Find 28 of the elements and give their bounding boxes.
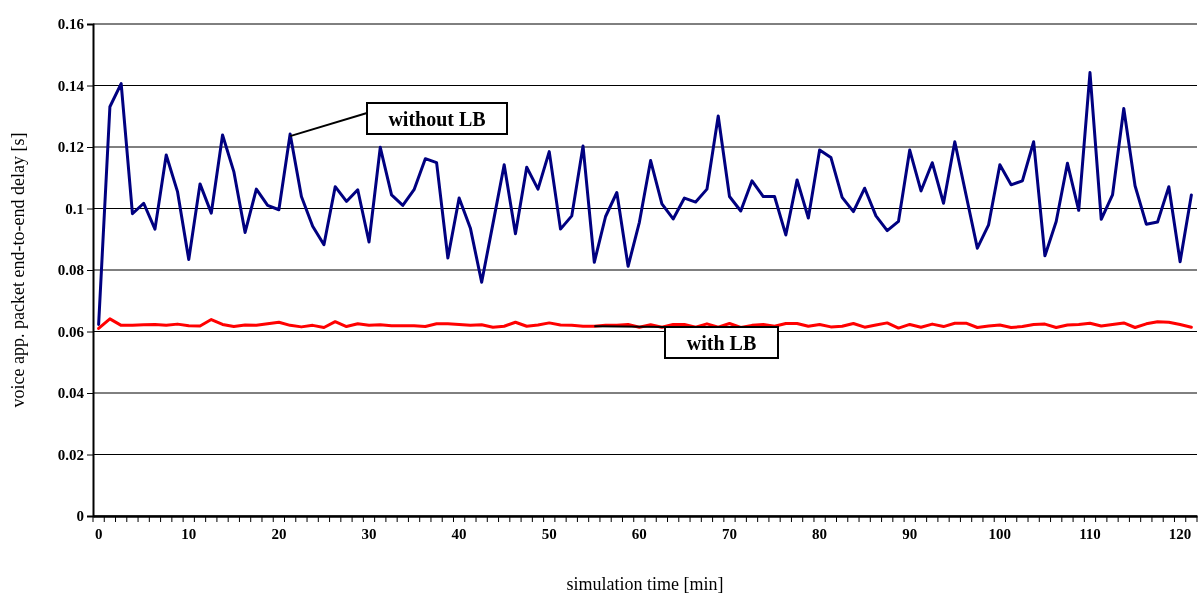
x-tick-label: 120 (1168, 525, 1192, 542)
y-tick-label: 0.14 (57, 77, 85, 94)
series-label: with LB (686, 332, 757, 354)
y-tick-label: 0 (76, 508, 84, 525)
x-tick-label: 80 (812, 525, 828, 542)
y-tick-label: 0.08 (57, 262, 84, 279)
x-tick-label: 10 (181, 525, 197, 542)
x-tick-label: 40 (451, 525, 467, 542)
x-axis-title: simulation time [min] (566, 574, 724, 594)
x-tick-label: 90 (902, 525, 918, 542)
y-tick-label: 0.02 (57, 446, 84, 463)
y-axis-title: voice app. packet end-to-end delay [s] (8, 132, 28, 408)
y-tick-label: 0.12 (57, 139, 84, 156)
x-tick-label: 110 (1079, 525, 1101, 542)
x-tick-label: 20 (271, 525, 287, 542)
line-series (97, 71, 1193, 326)
series-label: without LB (388, 108, 486, 130)
x-tick-label: 100 (988, 525, 1012, 542)
x-tick-label: 0 (94, 525, 103, 542)
y-tick-label: 0.04 (57, 385, 85, 402)
x-tick-label: 70 (721, 525, 737, 542)
x-tick-label: 50 (541, 525, 557, 542)
x-tick-label: 60 (631, 525, 647, 542)
x-tick-label: 30 (361, 525, 377, 542)
y-tick-label: 0.1 (65, 200, 84, 217)
y-tick-label: 0.16 (57, 16, 85, 33)
y-tick-label: 0.06 (57, 323, 85, 340)
line-series (97, 317, 1193, 330)
